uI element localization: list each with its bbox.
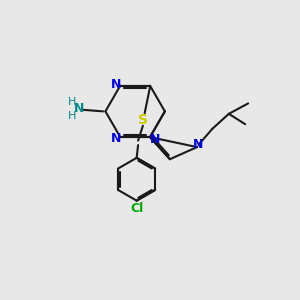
Text: S: S — [139, 113, 148, 127]
Text: H: H — [68, 111, 76, 122]
Text: N: N — [111, 78, 121, 91]
Text: N: N — [74, 102, 85, 115]
Text: N: N — [150, 133, 161, 146]
Text: N: N — [111, 132, 121, 145]
Text: Cl: Cl — [130, 202, 143, 214]
Text: N: N — [193, 138, 204, 151]
Text: H: H — [68, 97, 76, 106]
